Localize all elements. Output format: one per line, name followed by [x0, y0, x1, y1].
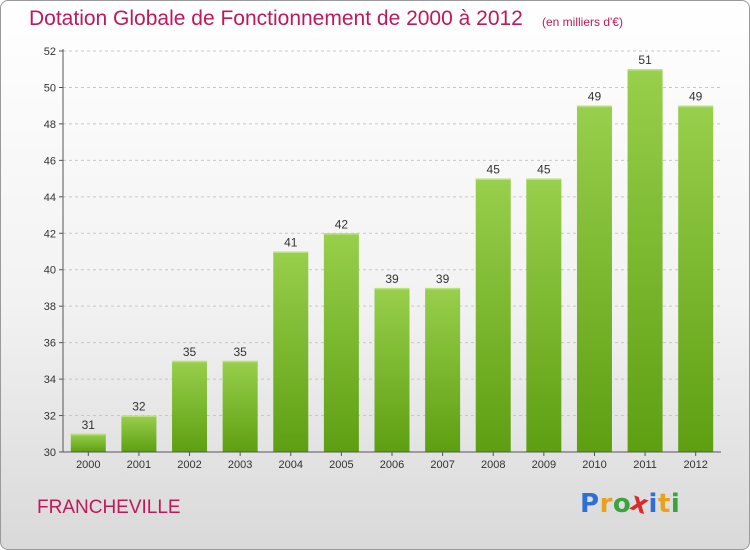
chart-subtitle: (en milliers d'€): [542, 15, 623, 29]
bar-highlight: [425, 287, 461, 290]
logo-letter: t: [657, 489, 671, 519]
data-label: 51: [638, 53, 652, 67]
data-label: 49: [588, 90, 602, 104]
data-label: 35: [183, 345, 197, 359]
bar-highlight: [678, 105, 714, 108]
data-label: 49: [689, 90, 703, 104]
logo-letter: r: [599, 489, 613, 519]
bar-2008: [475, 178, 511, 452]
bar-highlight: [273, 251, 309, 253]
x-tick-label: 2002: [177, 459, 201, 471]
x-tick-label: 2001: [127, 459, 151, 471]
bar-highlight: [172, 360, 208, 363]
x-tick-label: 2005: [329, 459, 353, 471]
bar-2012: [678, 105, 714, 452]
y-tick-label: 38: [44, 301, 56, 313]
bar-highlight: [576, 105, 612, 108]
data-label: 45: [537, 163, 551, 177]
commune-name: FRANCHEVILLE: [37, 497, 181, 518]
x-tick-label: 2006: [380, 459, 404, 471]
bar-highlight: [70, 433, 106, 436]
logo-letter: P: [580, 489, 600, 519]
data-label: 45: [487, 163, 501, 177]
bar-highlight: [374, 287, 410, 290]
bar-2010: [576, 105, 612, 452]
y-tick-label: 46: [44, 155, 56, 167]
bar-2007: [425, 287, 461, 452]
bars: [70, 69, 714, 453]
x-tick-label: 2007: [430, 459, 454, 471]
y-tick-label: 36: [44, 338, 56, 350]
bar-2001: [121, 415, 157, 452]
y-tick-label: 48: [44, 119, 56, 131]
y-tick-label: 40: [44, 265, 56, 277]
proxiti-logo: Proxiti: [580, 487, 681, 521]
data-label: 39: [436, 272, 450, 286]
y-tick-label: 42: [44, 228, 56, 240]
y-tick-label: 30: [44, 447, 56, 459]
bar-highlight: [121, 415, 157, 418]
logo-letter: i: [648, 489, 658, 519]
bar-highlight: [526, 178, 562, 181]
logo-letter: o: [612, 489, 632, 519]
bar-2009: [526, 178, 562, 452]
bar-highlight: [222, 360, 258, 363]
x-tick-label: 2012: [683, 459, 707, 471]
bar-2006: [374, 287, 410, 452]
bar-2005: [323, 233, 359, 452]
x-tick-label: 2008: [481, 459, 505, 471]
logo-letter: i: [670, 489, 681, 519]
y-tick-label: 50: [44, 82, 56, 94]
x-tick-label: 2000: [76, 459, 100, 471]
x-tick-label: 2010: [582, 459, 606, 471]
bar-2004: [273, 251, 309, 452]
bar-highlight: [627, 69, 663, 71]
bar-highlight: [475, 178, 511, 181]
data-label: 42: [335, 217, 349, 231]
bar-2000: [70, 433, 106, 452]
data-label: 39: [385, 272, 399, 286]
bar-2003: [222, 360, 258, 452]
y-tick-label: 52: [44, 46, 56, 58]
x-tick-label: 2004: [279, 459, 303, 471]
x-tick-label: 2011: [633, 459, 657, 471]
data-label: 41: [284, 236, 298, 250]
x-tick-label: 2003: [228, 459, 252, 471]
bar-2011: [627, 69, 663, 453]
data-label: 32: [132, 400, 146, 414]
x-tick-label: 2009: [532, 459, 556, 471]
y-tick-label: 44: [44, 192, 56, 204]
bar-highlight: [323, 233, 359, 235]
y-tick-label: 34: [44, 374, 56, 386]
data-label: 31: [82, 418, 96, 432]
chart-title: Dotation Globale de Fonctionnement de 20…: [29, 7, 523, 30]
bar-2002: [172, 360, 208, 452]
data-label: 35: [233, 345, 247, 359]
y-tick-label: 32: [44, 411, 56, 423]
axes: 30 32 34 36 38 40 42 44 46 48 50 52 31 2000 32 2001 35 20…: [44, 46, 721, 471]
